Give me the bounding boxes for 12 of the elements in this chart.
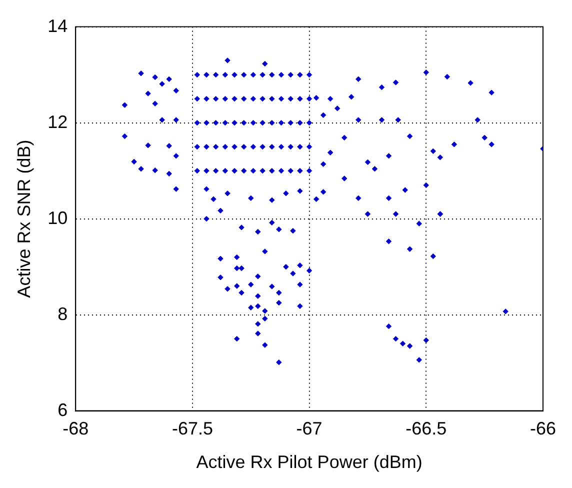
y-tick-label: 14 bbox=[48, 16, 68, 36]
x-tick-label: -68 bbox=[62, 418, 89, 439]
y-axis-title: Active Rx SNR (dB) bbox=[14, 140, 34, 298]
x-tick-label: -66 bbox=[530, 418, 556, 439]
y-tick-label: 12 bbox=[48, 112, 68, 132]
x-tick-label: -67.5 bbox=[172, 418, 213, 439]
x-tick-label: -66.5 bbox=[406, 418, 447, 439]
x-tick-label: -67 bbox=[296, 418, 322, 439]
y-tick-label: 8 bbox=[58, 304, 68, 324]
x-axis-title: Active Rx Pilot Power (dBm) bbox=[196, 452, 422, 472]
y-tick-label: 6 bbox=[58, 400, 68, 420]
y-tick-label: 10 bbox=[48, 208, 68, 228]
